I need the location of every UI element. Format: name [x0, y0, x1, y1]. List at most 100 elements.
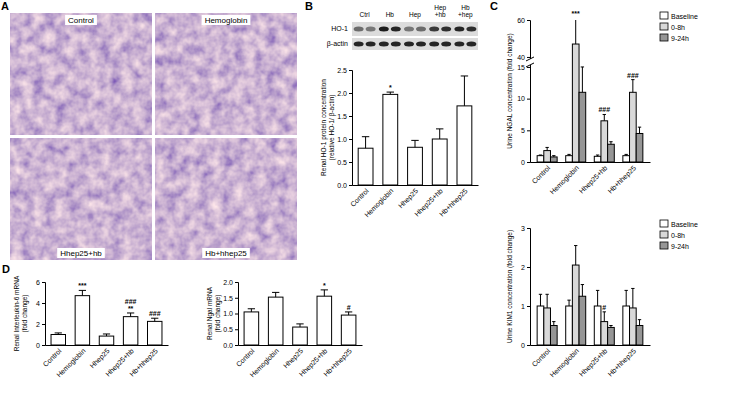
- error-stem: [553, 322, 554, 326]
- y-tick-label: 2.0: [337, 90, 347, 97]
- error-bar: [574, 246, 577, 265]
- error-bar: [609, 142, 612, 145]
- chart: *****######0246ControlHemoglobinHhep25Hh…: [2, 263, 169, 379]
- bar: [293, 327, 308, 345]
- x-axis: ControlHemoglobinHhep25Hhep25+hbHb+hhep2…: [349, 186, 479, 220]
- blot-band: [441, 27, 451, 32]
- x-tick: Hb+hhep25: [606, 347, 637, 378]
- chart: ***######0510154060ControlHemoglobinHhep…: [490, 0, 698, 196]
- y-tick-label: 0.5: [223, 326, 233, 333]
- x-tick: Control: [42, 347, 63, 368]
- y-tick: 0: [521, 342, 530, 349]
- error-bar: [79, 290, 86, 295]
- tissue-image: [10, 13, 152, 135]
- bar: [550, 157, 557, 162]
- plot-marks: [51, 290, 162, 345]
- y-tick-label: 0.0: [223, 342, 233, 349]
- error-bar: [609, 326, 612, 328]
- x-tick: Hemoglobin: [363, 187, 395, 219]
- y-axis-title: Urine NGAL concentration (fold change): [506, 33, 514, 148]
- y-tick-mark: [527, 99, 530, 100]
- error-cap: [151, 318, 158, 319]
- legend-swatch: [660, 220, 668, 227]
- y-tick-mark: [527, 345, 530, 346]
- x-tick: Control: [349, 187, 370, 208]
- x-tick-label: Hb+hhep25: [606, 164, 637, 195]
- y-tick-label: 3: [521, 225, 525, 232]
- error-cap: [411, 140, 418, 141]
- error-cap: [567, 300, 570, 301]
- x-tick: Hemoglobin: [249, 347, 281, 379]
- y-tick-mark: [42, 282, 45, 283]
- y-tick: 1.5: [337, 113, 352, 120]
- y-axis: 0123: [521, 225, 530, 349]
- plot-marks: [537, 20, 643, 162]
- y-tick: 2: [36, 321, 45, 328]
- blot-band: [441, 42, 451, 47]
- lane-label: +hep: [458, 11, 473, 19]
- y-tick: 60: [517, 17, 530, 24]
- image-label: Hb+hhep25: [205, 249, 247, 258]
- y-tick-label: 40: [517, 54, 525, 61]
- y-tick-label: 4: [36, 300, 40, 307]
- legend-swatch: [660, 34, 668, 41]
- lane-label: Hep: [409, 11, 421, 19]
- y-tick-label: 0: [521, 159, 525, 166]
- y-tick-mark: [527, 306, 530, 307]
- x-tick-label: Hhep25: [397, 187, 420, 210]
- blot-band: [454, 27, 464, 32]
- y-tick: 5: [521, 127, 530, 134]
- error-bar: [596, 155, 599, 156]
- y-tick-mark: [527, 57, 530, 58]
- bar: [457, 106, 472, 185]
- blot-band: [416, 42, 426, 47]
- error-bar: [345, 312, 352, 315]
- y-tick: 0.5: [337, 159, 352, 166]
- error-cap: [103, 333, 110, 334]
- error-stem: [604, 312, 605, 322]
- blot-band: [429, 27, 439, 32]
- error-bar: [625, 154, 628, 155]
- y-tick-mark: [527, 20, 530, 21]
- blot-band: [466, 42, 476, 47]
- error-bar: [127, 313, 134, 317]
- legend-label: 0-8h: [671, 24, 685, 31]
- error-cap: [625, 290, 628, 291]
- significance: ###: [125, 298, 137, 305]
- error-stem: [582, 67, 583, 92]
- error-bar: [552, 322, 555, 326]
- blot-strip: [352, 22, 478, 36]
- error-cap: [603, 114, 606, 115]
- legend: Baseline0-8h9-24h: [660, 12, 698, 42]
- y-tick-mark: [527, 162, 530, 163]
- blot-band: [354, 42, 364, 47]
- blot-band: [416, 27, 426, 32]
- bar: [408, 147, 423, 185]
- error-bar: [248, 309, 255, 312]
- y-tick-mark: [235, 298, 238, 299]
- x-tick-label: Control: [235, 347, 256, 368]
- legend-label: 0-8h: [671, 232, 685, 239]
- x-tick-label: Hemoglobin: [363, 187, 395, 219]
- error-cap: [545, 294, 548, 295]
- x-tick: Hemoglobin: [549, 164, 581, 196]
- bar: [268, 297, 283, 345]
- error-cap: [596, 290, 599, 291]
- plot-marks: [244, 290, 356, 345]
- tissue-image: [155, 13, 297, 135]
- error-cap: [545, 147, 548, 148]
- image-label: Control: [68, 16, 94, 25]
- significance: ###: [598, 106, 610, 113]
- legend-swatch: [660, 231, 668, 238]
- x-tick: Hhep25: [88, 347, 111, 370]
- y-axis-title: (fold change): [21, 295, 29, 333]
- error-cap: [581, 284, 584, 285]
- x-axis-line: [531, 345, 651, 346]
- bar: [537, 306, 544, 345]
- y-tick: 10: [517, 95, 530, 102]
- y-tick: 2: [521, 264, 530, 271]
- bar: [550, 326, 557, 346]
- y-tick: 2.0: [337, 90, 352, 97]
- error-cap: [638, 319, 641, 320]
- x-tick: Control: [530, 347, 551, 368]
